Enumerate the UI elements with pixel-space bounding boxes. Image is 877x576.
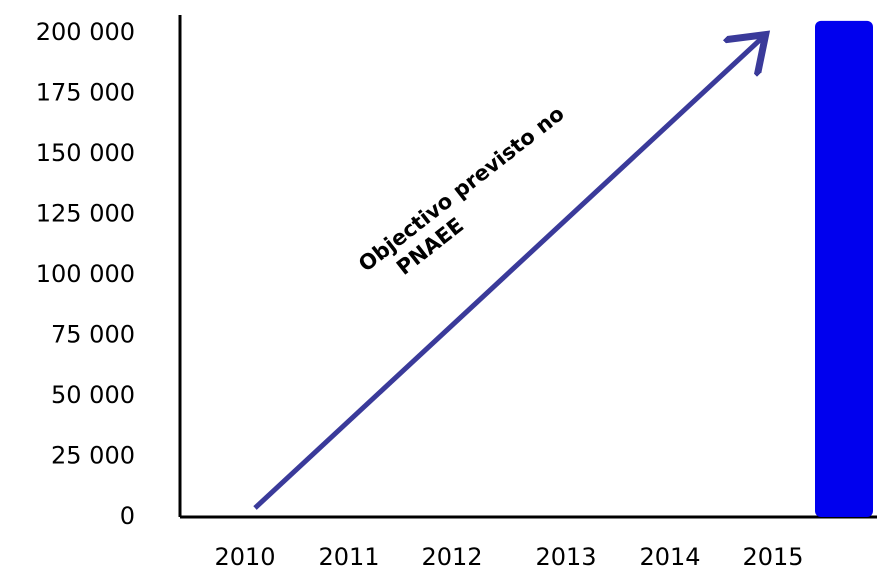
y-tick-label: 175 000 (36, 79, 135, 107)
y-tick-label: 75 000 (51, 321, 135, 349)
y-tick-label: 0 (120, 502, 135, 530)
target-arrow (253, 38, 762, 510)
y-tick-label: 150 000 (36, 139, 135, 167)
y-tick-label: 50 000 (51, 381, 135, 409)
x-tick-label: 2012 (421, 543, 482, 571)
x-tick-label: 2015 (742, 543, 803, 571)
x-tick-label: 2010 (214, 543, 275, 571)
annotation: Objectivo previsto no PNAEE (354, 101, 569, 279)
y-tick-label: 125 000 (36, 200, 135, 228)
bar (815, 20, 873, 518)
x-tick-label: 2013 (535, 543, 596, 571)
y-tick-label: 200 000 (36, 18, 135, 46)
x-tick-label: 2011 (318, 543, 379, 571)
y-tick-label: 100 000 (36, 260, 135, 288)
y-tick-label: 25 000 (51, 442, 135, 470)
x-tick-label: 2014 (639, 543, 700, 571)
